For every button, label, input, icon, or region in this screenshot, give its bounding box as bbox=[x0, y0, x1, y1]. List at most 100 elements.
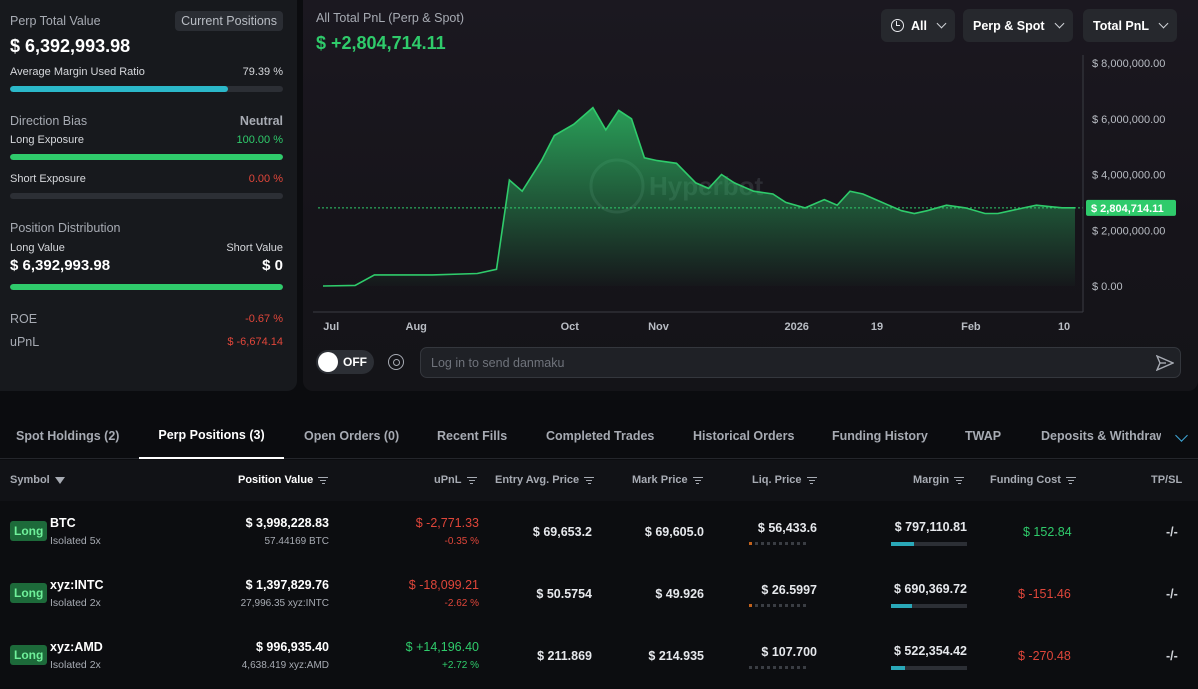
tpsl-value[interactable]: -/- bbox=[1166, 587, 1178, 601]
x-tick-label: Nov bbox=[648, 321, 670, 333]
position-size: 57.44169 BTC bbox=[264, 536, 330, 547]
danmaku-toggle[interactable]: OFF bbox=[316, 350, 374, 374]
scope-select[interactable]: Perp & Spot bbox=[963, 9, 1073, 42]
symbol[interactable]: xyz:INTC bbox=[50, 578, 104, 592]
symbol[interactable]: BTC bbox=[50, 516, 76, 530]
mark-price: $ 69,605.0 bbox=[644, 525, 704, 539]
danmaku-input[interactable]: Log in to send danmaku bbox=[420, 347, 1181, 378]
chevron-down-icon[interactable] bbox=[1175, 429, 1188, 442]
current-value-label: $ 2,804,714.11 bbox=[1091, 203, 1164, 215]
sort-icon[interactable] bbox=[806, 476, 817, 484]
x-tick-label: Oct bbox=[561, 321, 580, 333]
tab-twap[interactable]: TWAP bbox=[965, 428, 1002, 443]
sort-icon[interactable] bbox=[584, 476, 595, 484]
funding-cost: $ -270.48 bbox=[1018, 649, 1071, 663]
upnl-percent: +2.72 % bbox=[442, 660, 479, 671]
avg-margin-label: Average Margin Used Ratio bbox=[10, 66, 145, 78]
risk-dot bbox=[773, 666, 776, 669]
position-value: $ 996,935.40 bbox=[256, 640, 329, 654]
symbol[interactable]: xyz:AMD bbox=[50, 640, 103, 654]
long-exposure-value: 100.00 % bbox=[236, 134, 283, 146]
liq-risk-indicator bbox=[749, 666, 806, 669]
long-exposure-bar-fill bbox=[10, 154, 283, 160]
pnl-area-chart: Hyperbot $ 8,000,000.00$ 6,000,000.00$ 4… bbox=[313, 55, 1176, 333]
direction-bias-label: Direction Bias bbox=[10, 114, 88, 128]
position-value: $ 1,397,829.76 bbox=[245, 578, 329, 592]
distribution-bar-fill bbox=[10, 284, 283, 290]
margin-bar-fill bbox=[891, 542, 914, 546]
header-tpsl-label: TP/SL bbox=[1151, 474, 1183, 486]
position-distribution-label: Position Distribution bbox=[10, 221, 121, 235]
tab-deposits-withdraw[interactable]: Deposits & Withdraw bbox=[1041, 428, 1161, 443]
risk-dot bbox=[779, 666, 782, 669]
pnl-area-fill bbox=[323, 107, 1075, 286]
risk-dot bbox=[773, 542, 776, 545]
x-tick-label: Feb bbox=[961, 321, 981, 333]
risk-dot bbox=[797, 542, 800, 545]
upnl-value: $ -6,674.14 bbox=[227, 336, 283, 348]
header-mark-price[interactable]: Mark Price bbox=[632, 474, 703, 486]
x-tick-label: 19 bbox=[871, 321, 883, 333]
table-row[interactable]: Long xyz:INTC Isolated 2x $ 1,397,829.76 27,… bbox=[0, 563, 1198, 625]
funding-cost: $ -151.46 bbox=[1018, 587, 1071, 601]
sort-icon[interactable] bbox=[1065, 476, 1076, 484]
header-liq-label: Liq. Price bbox=[752, 474, 802, 486]
tab-historical-orders[interactable]: Historical Orders bbox=[693, 428, 795, 443]
tpsl-value[interactable]: -/- bbox=[1166, 649, 1178, 663]
tab-funding-history[interactable]: Funding History bbox=[832, 428, 928, 443]
liq-price: $ 26.5997 bbox=[761, 583, 817, 597]
y-tick-label: $ 8,000,000.00 bbox=[1092, 58, 1165, 70]
header-symbol-label: Symbol bbox=[10, 474, 50, 486]
tab-completed-trades[interactable]: Completed Trades bbox=[546, 428, 655, 443]
header-symbol[interactable]: Symbol bbox=[10, 474, 65, 486]
mark-price: $ 214.935 bbox=[648, 649, 704, 663]
header-entry-price[interactable]: Entry Avg. Price bbox=[495, 474, 595, 486]
sort-icon[interactable] bbox=[466, 476, 477, 484]
risk-dot bbox=[791, 604, 794, 607]
tpsl-value[interactable]: -/- bbox=[1166, 525, 1178, 539]
send-icon[interactable] bbox=[1156, 355, 1174, 371]
margin-mode: Isolated 2x bbox=[50, 659, 101, 671]
short-value: $ 0 bbox=[262, 257, 283, 274]
distribution-bar bbox=[10, 284, 283, 290]
range-select-label: All bbox=[911, 18, 927, 33]
upnl-percent: -0.35 % bbox=[444, 536, 479, 547]
x-tick-label: Aug bbox=[406, 321, 427, 333]
risk-dot bbox=[773, 604, 776, 607]
sort-icon[interactable] bbox=[692, 476, 703, 484]
range-select[interactable]: All bbox=[881, 9, 955, 42]
risk-dot bbox=[785, 542, 788, 545]
header-funding-label: Funding Cost bbox=[990, 474, 1061, 486]
risk-dot bbox=[767, 604, 770, 607]
upnl-value: $ -18,099.21 bbox=[408, 578, 479, 592]
risk-dot bbox=[797, 666, 800, 669]
sort-icon[interactable] bbox=[954, 476, 965, 484]
metric-select[interactable]: Total PnL bbox=[1083, 9, 1178, 42]
margin-bar-fill bbox=[891, 666, 906, 670]
header-margin[interactable]: Margin bbox=[913, 474, 965, 486]
liq-risk-indicator bbox=[749, 542, 806, 545]
settings-icon[interactable] bbox=[388, 354, 404, 370]
margin-bar bbox=[891, 542, 967, 546]
tab-open-orders[interactable]: Open Orders (0) bbox=[304, 428, 400, 443]
tab-spot-holdings[interactable]: Spot Holdings (2) bbox=[16, 428, 120, 443]
header-funding-cost[interactable]: Funding Cost bbox=[990, 474, 1076, 486]
avg-margin-value: 79.39 % bbox=[242, 66, 283, 78]
chart-title: All Total PnL (Perp & Spot) bbox=[316, 11, 464, 25]
table-row[interactable]: Long xyz:AMD Isolated 2x $ 996,935.40 4,638.… bbox=[0, 625, 1198, 687]
side-badge: Long bbox=[10, 645, 48, 665]
filter-icon[interactable] bbox=[54, 476, 65, 484]
side-badge: Long bbox=[10, 583, 48, 603]
current-positions-button[interactable]: Current Positions bbox=[175, 11, 283, 31]
table-row[interactable]: Long BTC Isolated 5x $ 3,998,228.83 57.44169… bbox=[0, 501, 1198, 563]
tab-recent-fills[interactable]: Recent Fills bbox=[437, 428, 508, 443]
tab-perp-positions[interactable]: Perp Positions (3) bbox=[139, 413, 284, 459]
header-upnl[interactable]: uPnL bbox=[434, 474, 477, 486]
margin-value: $ 522,354.42 bbox=[894, 644, 967, 658]
funding-cost: $ 152.84 bbox=[1023, 525, 1072, 539]
sort-icon[interactable] bbox=[318, 476, 329, 484]
risk-dot bbox=[779, 604, 782, 607]
header-position-value[interactable]: Position Value bbox=[238, 474, 329, 486]
margin-mode: Isolated 5x bbox=[50, 535, 101, 547]
header-liq-price[interactable]: Liq. Price bbox=[752, 474, 817, 486]
